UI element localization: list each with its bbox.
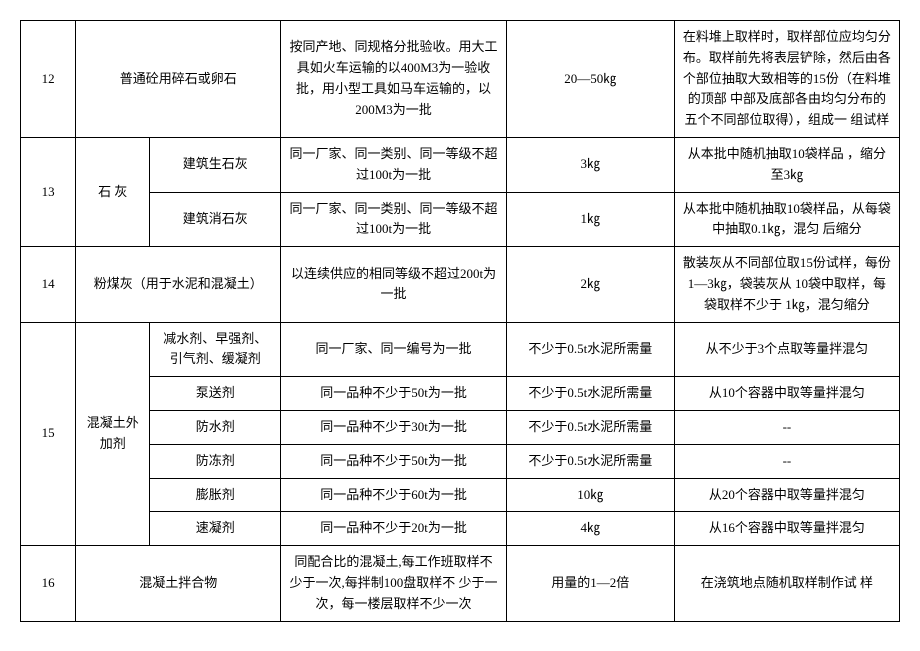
material-sub: 速凝剂 — [150, 512, 281, 546]
sample-qty: 不少于0.5t水泥所需量 — [506, 377, 674, 411]
sample-method: -- — [674, 410, 899, 444]
row-num: 14 — [21, 247, 76, 322]
table-row: 防冻剂 同一品种不少于50t为一批 不少于0.5t水泥所需量 -- — [21, 444, 900, 478]
table-row: 12 普通砼用碎石或卵石 按同产地、同规格分批验收。用大工具如火车运输的以400… — [21, 21, 900, 138]
table-row: 建筑消石灰 同一厂家、同一类别、同一等级不超过100t为一批 1㎏ 从本批中随机… — [21, 192, 900, 247]
sample-qty: 4㎏ — [506, 512, 674, 546]
material-sub: 建筑消石灰 — [150, 192, 281, 247]
sample-method: 从不少于3个点取等量拌混匀 — [674, 322, 899, 377]
sample-qty: 不少于0.5t水泥所需量 — [506, 410, 674, 444]
table-row: 泵送剂 同一品种不少于50t为一批 不少于0.5t水泥所需量 从10个容器中取等… — [21, 377, 900, 411]
batch-desc: 按同产地、同规格分批验收。用大工具如火车运输的以400M3为一验收批，用小型工具… — [281, 21, 506, 138]
sample-qty: 不少于0.5t水泥所需量 — [506, 322, 674, 377]
sample-qty: 2㎏ — [506, 247, 674, 322]
material-sub: 膨胀剂 — [150, 478, 281, 512]
sample-method: 从10个容器中取等量拌混匀 — [674, 377, 899, 411]
material-sub: 防水剂 — [150, 410, 281, 444]
table-row: 15 混凝土外加剂 减水剂、早强剂、引气剂、缓凝剂 同一厂家、同一编号为一批 不… — [21, 322, 900, 377]
material-sub: 防冻剂 — [150, 444, 281, 478]
table-row: 14 粉煤灰（用于水泥和混凝土） 以连续供应的相同等级不超过200t为一批 2㎏… — [21, 247, 900, 322]
batch-desc: 同一厂家、同一类别、同一等级不超过100t为一批 — [281, 192, 506, 247]
sample-qty: 1㎏ — [506, 192, 674, 247]
table-container: 12 普通砼用碎石或卵石 按同产地、同规格分批验收。用大工具如火车运输的以400… — [20, 20, 900, 622]
sample-qty: 3㎏ — [506, 137, 674, 192]
row-num: 13 — [21, 137, 76, 246]
sample-method: 在料堆上取样时，取样部位应均匀分布。取样前先将表层铲除，然后由各个部位抽取大致相… — [674, 21, 899, 138]
batch-desc: 同配合比的混凝土,每工作班取样不少于一次,每拌制100盘取样不 少于一次，每一楼… — [281, 546, 506, 621]
row-num: 12 — [21, 21, 76, 138]
batch-desc: 同一厂家、同一类别、同一等级不超过100t为一批 — [281, 137, 506, 192]
material-sub: 建筑生石灰 — [150, 137, 281, 192]
sample-method: 散装灰从不同部位取15份试样，每份1—3㎏，袋装灰从 10袋中取样，每袋取样不少… — [674, 247, 899, 322]
sample-method: 从20个容器中取等量拌混匀 — [674, 478, 899, 512]
material-name: 混凝土拌合物 — [76, 546, 281, 621]
materials-table: 12 普通砼用碎石或卵石 按同产地、同规格分批验收。用大工具如火车运输的以400… — [20, 20, 900, 622]
sample-method: 从本批中随机抽取10袋样品 ，缩分至3㎏ — [674, 137, 899, 192]
batch-desc: 同一品种不少于50t为一批 — [281, 377, 506, 411]
batch-desc: 同一品种不少于20t为一批 — [281, 512, 506, 546]
material-sub: 减水剂、早强剂、引气剂、缓凝剂 — [150, 322, 281, 377]
sample-method: 从本批中随机抽取10袋样品，从每袋中抽取0.1㎏，混匀 后缩分 — [674, 192, 899, 247]
sample-method: 在浇筑地点随机取样制作试 样 — [674, 546, 899, 621]
row-num: 16 — [21, 546, 76, 621]
sample-method: 从16个容器中取等量拌混匀 — [674, 512, 899, 546]
table-row: 13 石 灰 建筑生石灰 同一厂家、同一类别、同一等级不超过100t为一批 3㎏… — [21, 137, 900, 192]
material-name: 粉煤灰（用于水泥和混凝土） — [76, 247, 281, 322]
table-row: 膨胀剂 同一品种不少于60t为一批 10㎏ 从20个容器中取等量拌混匀 — [21, 478, 900, 512]
material-cat: 石 灰 — [76, 137, 150, 246]
table-row: 16 混凝土拌合物 同配合比的混凝土,每工作班取样不少于一次,每拌制100盘取样… — [21, 546, 900, 621]
sample-qty: 20—50㎏ — [506, 21, 674, 138]
batch-desc: 同一厂家、同一编号为一批 — [281, 322, 506, 377]
sample-method: -- — [674, 444, 899, 478]
table-row: 速凝剂 同一品种不少于20t为一批 4㎏ 从16个容器中取等量拌混匀 — [21, 512, 900, 546]
sample-qty: 不少于0.5t水泥所需量 — [506, 444, 674, 478]
material-name: 普通砼用碎石或卵石 — [76, 21, 281, 138]
table-row: 防水剂 同一品种不少于30t为一批 不少于0.5t水泥所需量 -- — [21, 410, 900, 444]
row-num: 15 — [21, 322, 76, 546]
batch-desc: 同一品种不少于30t为一批 — [281, 410, 506, 444]
batch-desc: 同一品种不少于60t为一批 — [281, 478, 506, 512]
material-sub: 泵送剂 — [150, 377, 281, 411]
batch-desc: 以连续供应的相同等级不超过200t为一批 — [281, 247, 506, 322]
sample-qty: 用量的1—2倍 — [506, 546, 674, 621]
sample-qty: 10㎏ — [506, 478, 674, 512]
material-cat: 混凝土外加剂 — [76, 322, 150, 546]
batch-desc: 同一品种不少于50t为一批 — [281, 444, 506, 478]
